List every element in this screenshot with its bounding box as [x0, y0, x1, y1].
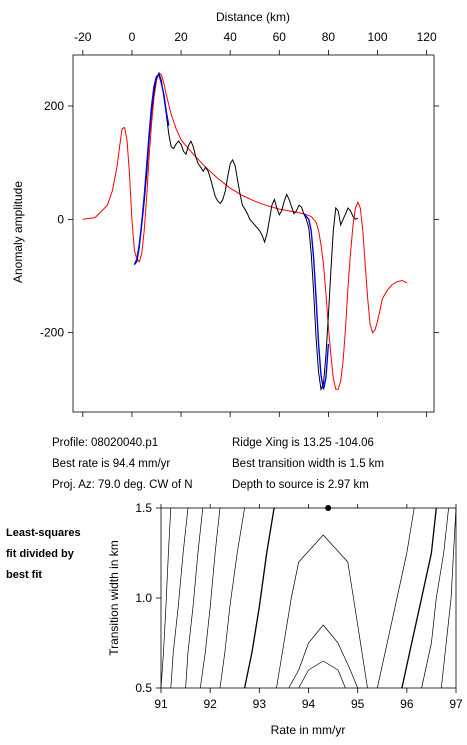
distance-tick-label: 40: [223, 30, 237, 44]
contour-line: [170, 507, 189, 689]
distance-tick-label: 20: [174, 30, 188, 44]
best-fit-marker: [325, 505, 332, 511]
distance-tick-label: -20: [74, 30, 92, 44]
side-caption-line: Least-squares: [6, 527, 81, 539]
anomaly-tick-label: 0: [57, 212, 64, 226]
width-tick-label: 1.5: [135, 501, 152, 515]
contour-line: [401, 507, 437, 689]
anomaly-tick-label: 200: [44, 99, 64, 113]
contour-plot-axes: 91 92 93 94 95 96 97 0.5 1.0 1.5: [135, 501, 463, 711]
anomaly-plot-frame: [72, 54, 435, 413]
contour-lines: [160, 507, 457, 689]
side-caption-line: fit divided by: [6, 548, 74, 560]
distance-axis-label: Distance (km): [216, 10, 290, 24]
contour-line: [219, 507, 245, 689]
best-rate-label: Best rate is 94.4 mm/yr: [52, 458, 171, 470]
distance-tick-label: 0: [129, 30, 136, 44]
distance-tick-label: 80: [322, 30, 336, 44]
contour-line: [376, 507, 415, 689]
side-caption-line: best fit: [6, 569, 43, 581]
rate-tick-label: 95: [351, 697, 365, 711]
rate-tick-label: 94: [302, 697, 316, 711]
anomaly-series-line: [82, 72, 408, 390]
anomaly-series-line: [134, 71, 359, 392]
rate-tick-label: 93: [253, 697, 267, 711]
contour-line: [288, 624, 359, 689]
side-caption: Least-squares fit divided by best fit: [6, 523, 81, 586]
source-depth-label: Depth to source is 2.97 km: [232, 479, 369, 491]
width-tick-label: 1.0: [135, 591, 152, 605]
contour-line: [199, 507, 221, 689]
distance-tick-label: 60: [273, 30, 287, 44]
rate-tick-label: 96: [400, 697, 414, 711]
anomaly-series-line: [303, 213, 330, 390]
contour-line: [185, 507, 204, 689]
rate-axis-label: Rate in mm/yr: [271, 723, 346, 737]
best-width-label: Best transition width is 1.5 km: [232, 458, 385, 470]
contour-line: [243, 507, 275, 689]
contour-line: [298, 660, 346, 689]
anomaly-tick-label: -200: [40, 326, 64, 340]
projection-azimuth-label: Proj. Az: 79.0 deg. CW of N: [52, 479, 193, 491]
width-tick-label: 0.5: [135, 681, 152, 695]
contour-line: [160, 507, 172, 689]
contour-line: [440, 507, 457, 689]
anomaly-series-line: [133, 73, 170, 265]
ridge-crossing-label: Ridge Xing is 13.25 -104.06: [232, 437, 374, 449]
distance-tick-label: 100: [368, 30, 388, 44]
anomaly-axis-label: Anomaly amplitude: [11, 181, 25, 283]
width-axis-label: Transition width in km: [107, 540, 121, 656]
contour-line: [276, 534, 368, 689]
anomaly-plot-series: [82, 71, 408, 392]
contour-plot-frame: [160, 507, 457, 689]
contour-line: [421, 507, 449, 689]
profile-label: Profile: 08020040.p1: [52, 437, 159, 449]
distance-tick-label: 120: [417, 30, 437, 44]
rate-tick-label: 91: [154, 697, 168, 711]
rate-tick-label: 97: [449, 697, 463, 711]
rate-tick-label: 92: [203, 697, 217, 711]
